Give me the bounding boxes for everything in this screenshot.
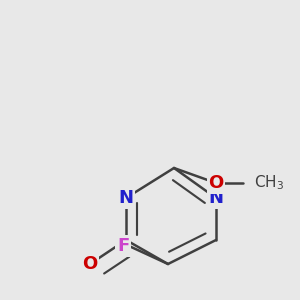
Text: F: F bbox=[117, 237, 129, 255]
Text: CH$_3$: CH$_3$ bbox=[254, 174, 284, 192]
Text: N: N bbox=[118, 189, 134, 207]
Text: O: O bbox=[82, 255, 98, 273]
Text: O: O bbox=[208, 174, 224, 192]
Text: N: N bbox=[208, 189, 224, 207]
